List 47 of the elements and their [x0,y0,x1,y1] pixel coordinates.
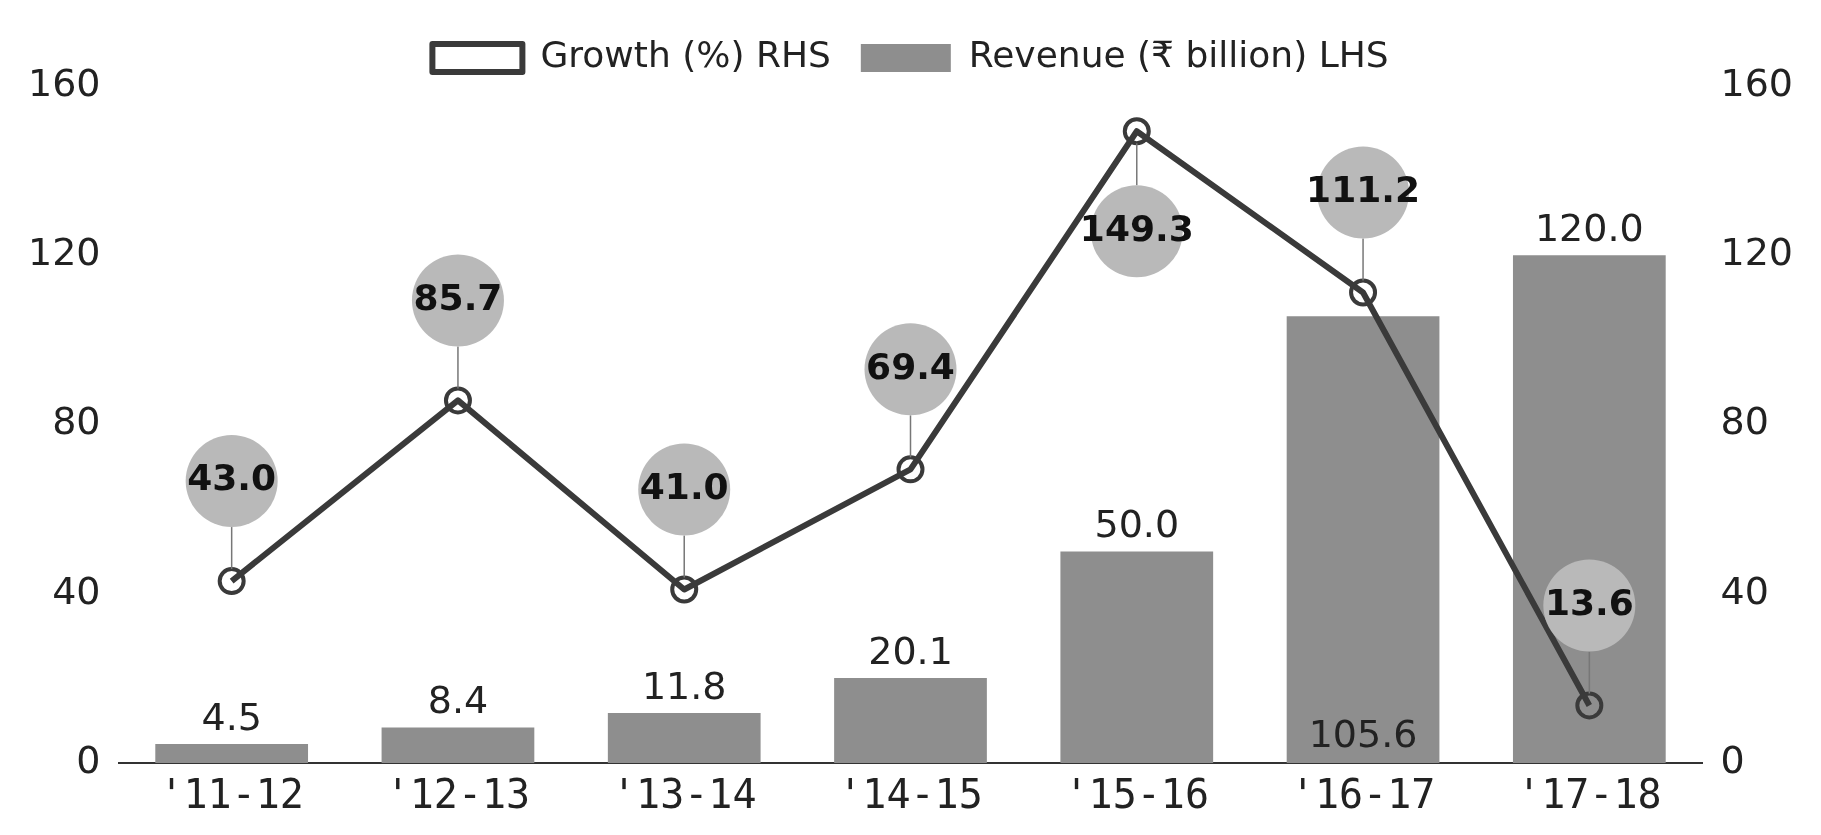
legend-label: Growth (%) RHS [540,34,831,76]
data-label: 69.4 [866,345,955,387]
y2-tick-label: 120 [1720,230,1793,275]
data-label: 111.2 [1306,168,1420,210]
point [1349,278,1378,307]
data-label: 85.7 [413,276,503,318]
x-tick-label: '11-12 [159,771,304,818]
y-tick-label: 160 [28,60,101,105]
bar [381,727,535,763]
data-label: 43.0 [187,457,277,499]
data-label: 20.1 [868,628,953,673]
x-tick-label: '15-16 [1064,771,1210,818]
point [443,386,472,415]
y2-tick-label: 160 [1720,60,1793,105]
bar [834,677,987,763]
x-tick-label: '14-15 [838,771,983,818]
x-tick-label: '13-14 [611,771,757,818]
data-label: 8.4 [427,678,489,723]
bar [1060,551,1214,763]
y-tick-label: 120 [28,230,101,275]
bar [607,713,761,763]
y2-tick-label: 80 [1720,399,1769,444]
legend-label: Revenue (₹ billion) LHS [968,34,1389,76]
bar [1286,316,1440,763]
point [896,455,925,484]
y2-tick-label: 0 [1720,737,1745,782]
point [670,575,699,604]
data-label: 4.5 [201,694,262,739]
y2-tick-label: 40 [1720,568,1769,613]
x-tick-label: '17-18 [1517,771,1662,818]
x-tick-label: '16-17 [1290,771,1436,818]
bar [155,743,309,763]
bar [1512,255,1666,763]
data-label: 11.8 [641,663,727,708]
data-label: 149.3 [1079,207,1194,249]
y-tick-label: 0 [76,737,101,782]
data-label: 120.0 [1534,206,1644,251]
data-label: 13.6 [1544,581,1634,623]
x-tick-label: '12-13 [385,771,531,818]
y-tick-label: 80 [52,399,101,444]
y-tick-label: 40 [52,568,101,613]
point [217,567,246,596]
data-label: 41.0 [639,465,729,507]
data-label: 105.6 [1308,711,1418,756]
point [1122,117,1151,146]
data-label: 50.0 [1094,502,1180,547]
point [1575,691,1604,720]
